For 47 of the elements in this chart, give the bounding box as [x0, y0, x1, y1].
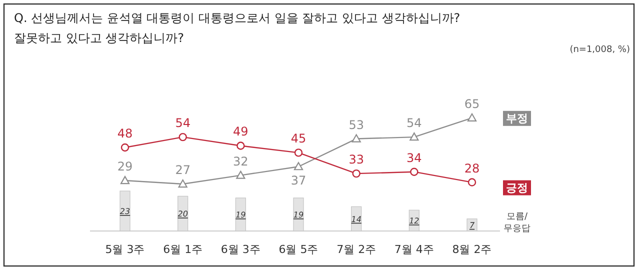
x-tick-label: 6월 3주 [220, 243, 260, 256]
point [294, 148, 303, 157]
x-tick-label: 6월 5주 [278, 243, 318, 256]
data-label: 53 [348, 118, 364, 132]
data-label: 23 [120, 206, 130, 216]
point [294, 162, 304, 170]
text: 긍정 [506, 181, 528, 194]
x-tick-label: 8월 2주 [452, 243, 492, 256]
point [352, 169, 360, 178]
data-label: 54 [175, 116, 190, 130]
data-label: 27 [175, 163, 190, 178]
data-label: 19 [293, 210, 304, 220]
x-tick-label: 7월 2주 [336, 243, 376, 256]
point [178, 179, 188, 188]
data-label: 33 [348, 152, 364, 167]
data-label: 29 [117, 160, 133, 174]
x-tick-label: 6월 1주 [163, 243, 203, 256]
data-label: 65 [464, 96, 480, 111]
data-label: 49 [233, 124, 248, 139]
point [410, 132, 419, 141]
data-label: 12 [409, 216, 420, 226]
text: 부정 [506, 112, 528, 125]
data-label: 28 [464, 161, 480, 176]
data-label: 20 [178, 210, 188, 219]
point [120, 176, 130, 184]
data-label: 32 [233, 154, 248, 168]
point [467, 113, 477, 122]
point [178, 132, 187, 142]
data-label: 14 [351, 214, 362, 224]
point [236, 170, 246, 179]
text: 모름/ 무응답 [504, 212, 530, 234]
chart-title: Q. 선생님께서는 윤석열 대통령이 대통령으로서 일을 잘하고 있다고 생각하십니까? 잘못하고 있다고 생각하십니까? [14, 11, 460, 45]
x-tick-label: 5월 3주 [105, 243, 145, 256]
point [120, 143, 130, 152]
text: (n=1,008, %) [570, 45, 630, 55]
data-label: 37 [290, 174, 306, 188]
data-label: 45 [290, 132, 306, 146]
data-label: 7 [469, 220, 476, 230]
data-label: 34 [406, 150, 422, 165]
data-label: 54 [406, 116, 422, 130]
x-tick-label: 7월 4주 [394, 243, 434, 256]
point [410, 168, 418, 176]
data-label: 19 [236, 210, 246, 220]
point [236, 142, 245, 150]
point [352, 134, 361, 142]
point [468, 178, 476, 186]
data-label: 48 [117, 126, 133, 140]
